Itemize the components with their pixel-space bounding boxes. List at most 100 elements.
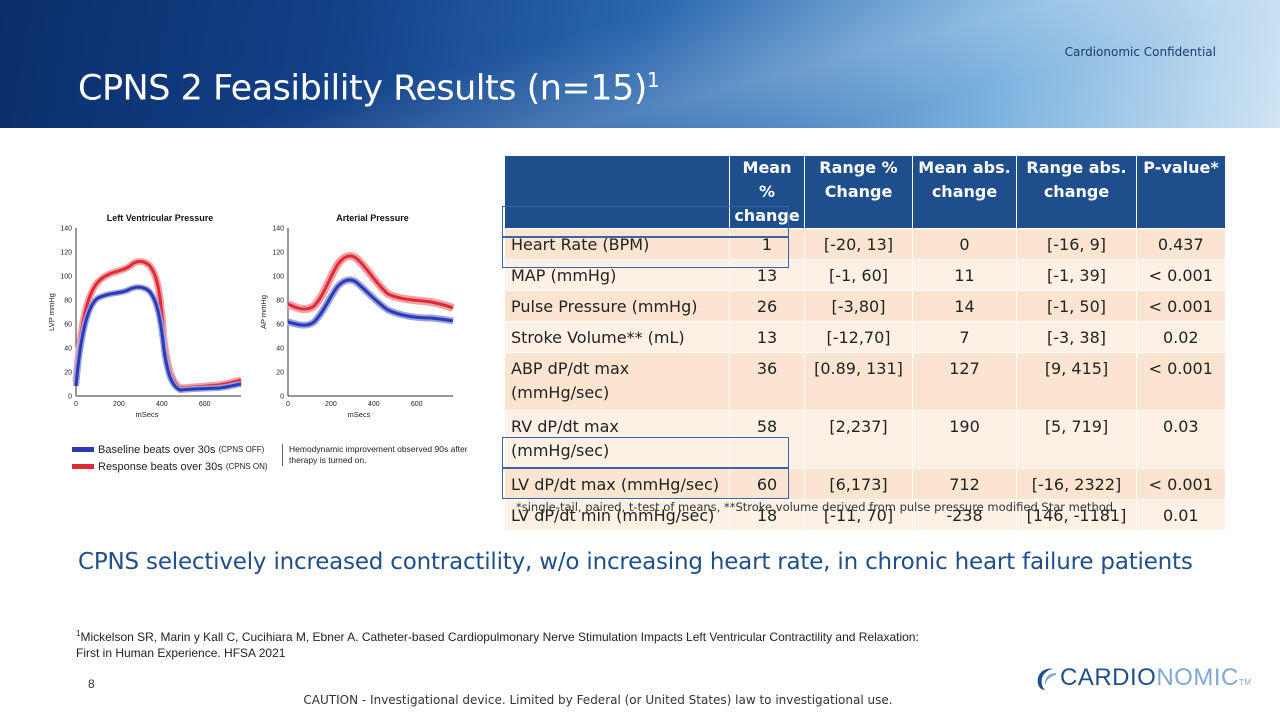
row-label: MAP (mmHg) xyxy=(505,259,730,291)
y-tick-label: 40 xyxy=(276,346,284,353)
header-mean-abs: Mean abs. change xyxy=(912,156,1017,229)
page-number: 8 xyxy=(88,677,95,691)
x-axis-label: mSecs xyxy=(347,410,370,419)
cell-mean-abs: 0 xyxy=(912,228,1017,260)
title-superscript: 1 xyxy=(646,68,660,92)
x-tick-label: 0 xyxy=(286,401,290,408)
slide-title: CPNS 2 Feasibility Results (n=15)1 xyxy=(78,68,660,109)
y-tick-label: 20 xyxy=(276,370,284,377)
y-tick-label: 80 xyxy=(276,298,284,305)
cell-mean-abs: -238 xyxy=(912,499,1017,530)
x-axis-label: mSecs xyxy=(135,410,158,419)
cell-range-pct: [6,173] xyxy=(804,468,913,500)
cell-range-pct: [-20, 13] xyxy=(804,228,913,260)
cell-range-abs: [-16, 2322] xyxy=(1016,468,1137,500)
header-mean-pct: Mean % change xyxy=(729,156,805,229)
row-label: ABP dP/dt max (mmHg/sec) xyxy=(505,352,730,411)
row-label: LV dP/dt min (mmHg/sec) xyxy=(505,499,730,530)
y-tick-label: 140 xyxy=(272,226,284,233)
row-label: LV dP/dt max (mmHg/sec) xyxy=(505,468,730,500)
x-tick-label: 400 xyxy=(156,401,168,408)
lvp-chart-title: Left Ventricular Pressure xyxy=(106,213,214,223)
row-label: Pulse Pressure (mmHg) xyxy=(505,290,730,322)
legend-baseline: Baseline beats over 30s (CPNS OFF) xyxy=(72,441,268,458)
logo-text: CARDIONOMICTM xyxy=(1060,664,1252,691)
cell-pvalue: < 0.001 xyxy=(1136,290,1226,322)
reference-text: Mickelson SR, Marin y Kall C, Cucihiara … xyxy=(76,630,919,660)
cell-mean-pct: 26 xyxy=(729,290,805,322)
lvp-chart: 0 20 40 60 80 100 120 140 0 200 400 600 mSecs LVP mmH… xyxy=(47,226,242,419)
row-label: RV dP/dt max (mmHg/sec) xyxy=(505,410,730,469)
cell-mean-pct: 13 xyxy=(729,321,805,353)
ap-chart: 0 20 40 60 80 100 120 140 0 200 400 600 mSecs AP mmHg xyxy=(259,226,455,419)
header-blank xyxy=(505,156,730,229)
cell-mean-pct: 58 xyxy=(729,410,805,469)
table-row: RV dP/dt max (mmHg/sec) 58 [2,237] 190 [5… xyxy=(505,410,1226,469)
x-tick-label: 400 xyxy=(368,401,380,408)
y-tick-label: 100 xyxy=(272,274,284,281)
cell-mean-pct: 1 xyxy=(729,228,805,260)
cell-mean-abs: 127 xyxy=(912,352,1017,411)
y-tick-label: 20 xyxy=(64,370,72,377)
x-tick-label: 200 xyxy=(325,401,337,408)
chart-legend: Baseline beats over 30s (CPNS OFF) Respo… xyxy=(72,441,268,475)
cell-pvalue: < 0.001 xyxy=(1136,352,1226,411)
cell-range-abs: [5, 719] xyxy=(1016,410,1137,469)
y-tick-label: 80 xyxy=(64,298,72,305)
y-tick-label: 40 xyxy=(64,346,72,353)
table-row: MAP (mmHg) 13 [-1, 60] 11 [-1, 39] < 0.0… xyxy=(505,259,1226,291)
lvp-baseline-band xyxy=(73,284,242,393)
x-tick-label: 600 xyxy=(199,401,211,408)
cell-pvalue: < 0.001 xyxy=(1136,259,1226,291)
y-axis-label: AP mmHg xyxy=(259,295,268,329)
header-banner xyxy=(0,0,1280,128)
cell-range-abs: [9, 415] xyxy=(1016,352,1137,411)
table-row: ABP dP/dt max (mmHg/sec) 36 [0.89, 131] 1… xyxy=(505,352,1226,411)
table-row: Stroke Volume** (mL) 13 [-12,70] 7 [-3, … xyxy=(505,321,1226,353)
cell-pvalue: < 0.001 xyxy=(1136,468,1226,500)
y-axis-label: LVP mmHg xyxy=(47,293,56,331)
table-row: LV dP/dt max (mmHg/sec) 60 [6,173] 712 [… xyxy=(505,468,1226,500)
cell-range-pct: [-12,70] xyxy=(804,321,913,353)
header-range-pct: Range % Change xyxy=(804,156,913,229)
legend-response-small: (CPNS ON) xyxy=(225,462,268,471)
cell-mean-abs: 190 xyxy=(912,410,1017,469)
cell-mean-pct: 18 xyxy=(729,499,805,530)
header-pvalue: P-value* xyxy=(1136,156,1225,229)
cell-mean-abs: 11 xyxy=(912,259,1017,291)
ap-response-line xyxy=(287,254,454,311)
legend-response-swatch xyxy=(72,464,94,469)
cell-range-pct: [-3,80] xyxy=(804,290,913,322)
y-tick-label: 0 xyxy=(280,394,284,401)
results-table: Mean % change Range % Change Mean abs. chan… xyxy=(505,156,1226,530)
cell-range-abs: [-16, 9] xyxy=(1016,228,1137,260)
cell-range-pct: [0.89, 131] xyxy=(804,352,913,411)
table-row: LV dP/dt min (mmHg/sec) 18 [-11, 70] -23… xyxy=(505,499,1226,530)
cell-pvalue: 0.03 xyxy=(1136,410,1226,469)
cell-range-pct: [2,237] xyxy=(804,410,913,469)
cell-mean-abs: 712 xyxy=(912,468,1017,500)
row-label: Heart Rate (BPM) xyxy=(505,228,730,260)
legend-response: Response beats over 30s (CPNS ON) xyxy=(72,458,268,475)
cell-mean-pct: 60 xyxy=(729,468,805,500)
ap-chart-title: Arterial Pressure xyxy=(336,213,409,223)
header-range-abs: Range abs. change xyxy=(1016,156,1137,229)
cell-mean-abs: 14 xyxy=(912,290,1017,322)
lvp-baseline-line xyxy=(74,285,242,392)
cell-range-abs: [-1, 39] xyxy=(1016,259,1137,291)
legend-baseline-label: Baseline beats over 30s xyxy=(98,443,216,456)
y-tick-label: 140 xyxy=(60,226,72,233)
cell-range-abs: [146, -1181] xyxy=(1016,499,1137,530)
cell-mean-pct: 36 xyxy=(729,352,805,411)
row-label: Stroke Volume** (mL) xyxy=(505,321,730,353)
table-footnote: *single-tail, paired, t-test of means, *… xyxy=(516,500,1114,514)
cell-pvalue: 0.01 xyxy=(1136,499,1226,530)
reference-sup: 1 xyxy=(76,629,81,638)
table-header-row: Mean % change Range % Change Mean abs. chan… xyxy=(505,156,1225,229)
cardionomic-logo: CARDIONOMICTM xyxy=(1032,664,1251,692)
confidential-label: Cardionomic Confidential xyxy=(1064,45,1216,59)
legend-baseline-swatch xyxy=(72,447,94,452)
ap-baseline-line xyxy=(287,278,454,327)
reference: 1Mickelson SR, Marin y Kall C, Cucihiara… xyxy=(76,626,936,661)
cell-range-abs: [-1, 50] xyxy=(1016,290,1137,322)
